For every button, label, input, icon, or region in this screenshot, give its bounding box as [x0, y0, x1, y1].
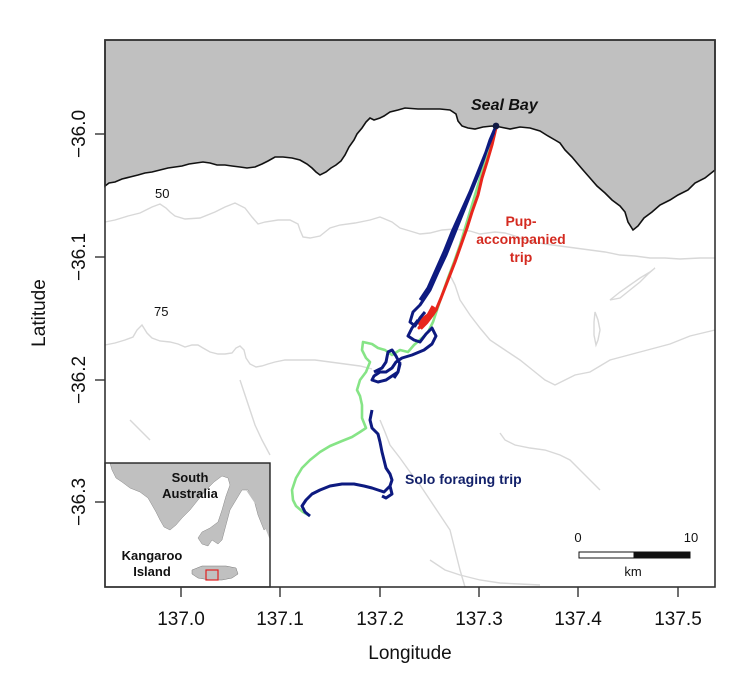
- y-axis: [95, 133, 105, 503]
- seal-bay-label: Seal Bay: [471, 97, 539, 114]
- y-tick-label: −36.3: [69, 478, 90, 526]
- solo-trip-label: Solo foraging trip: [405, 471, 522, 487]
- pup-accompanied-track-cluster: [416, 306, 439, 330]
- bathymetry-contours: [104, 202, 716, 588]
- contour-label-50: 50: [155, 186, 169, 201]
- inset-mainland: [109, 462, 271, 547]
- inset-study-area-box: [205, 569, 219, 581]
- inset-label-australia: Australia: [162, 486, 218, 501]
- contour-75: [104, 323, 373, 370]
- pup-trip-label-line2: accompanied: [476, 231, 565, 247]
- plot-frame: [104, 39, 716, 588]
- land-mass: [104, 39, 716, 232]
- scale-label-zero: 0: [574, 530, 581, 545]
- contour-label-75: 75: [154, 304, 168, 319]
- pup-trip-label-line1: Pup-: [505, 213, 536, 229]
- x-tick-label: 137.4: [554, 609, 602, 630]
- y-tick-label: −36.1: [69, 233, 90, 281]
- y-tick-label: −36.0: [69, 110, 90, 158]
- y-tick-label: −36.2: [69, 356, 90, 404]
- x-tick-label: 137.2: [356, 609, 404, 630]
- scale-bar: 0 10 km: [574, 530, 698, 579]
- scale-label-unit: km: [624, 564, 641, 579]
- x-tick-label: 137.1: [256, 609, 304, 630]
- seal-bay-marker: [492, 122, 500, 130]
- y-axis-title: Latitude: [29, 279, 50, 347]
- x-tick-label: 137.0: [157, 609, 205, 630]
- scale-label-ten: 10: [684, 530, 698, 545]
- inset-label-kangaroo: Kangaroo: [122, 548, 183, 563]
- inset-label-south: South: [172, 470, 209, 485]
- inset-map: South Australia Kangaroo Island: [104, 462, 271, 588]
- inset-eyre-peninsula-edge: [246, 490, 270, 540]
- solo-foraging-track: [300, 125, 498, 518]
- contour-50: [104, 202, 715, 260]
- x-axis: [180, 587, 679, 597]
- pup-trip-label-line3: trip: [510, 249, 533, 265]
- x-axis-title: Longitude: [368, 643, 451, 664]
- inset-kangaroo-island: [191, 565, 239, 581]
- x-tick-label: 137.5: [654, 609, 702, 630]
- inset-label-island: Island: [133, 564, 171, 579]
- x-tick-label: 137.3: [455, 609, 503, 630]
